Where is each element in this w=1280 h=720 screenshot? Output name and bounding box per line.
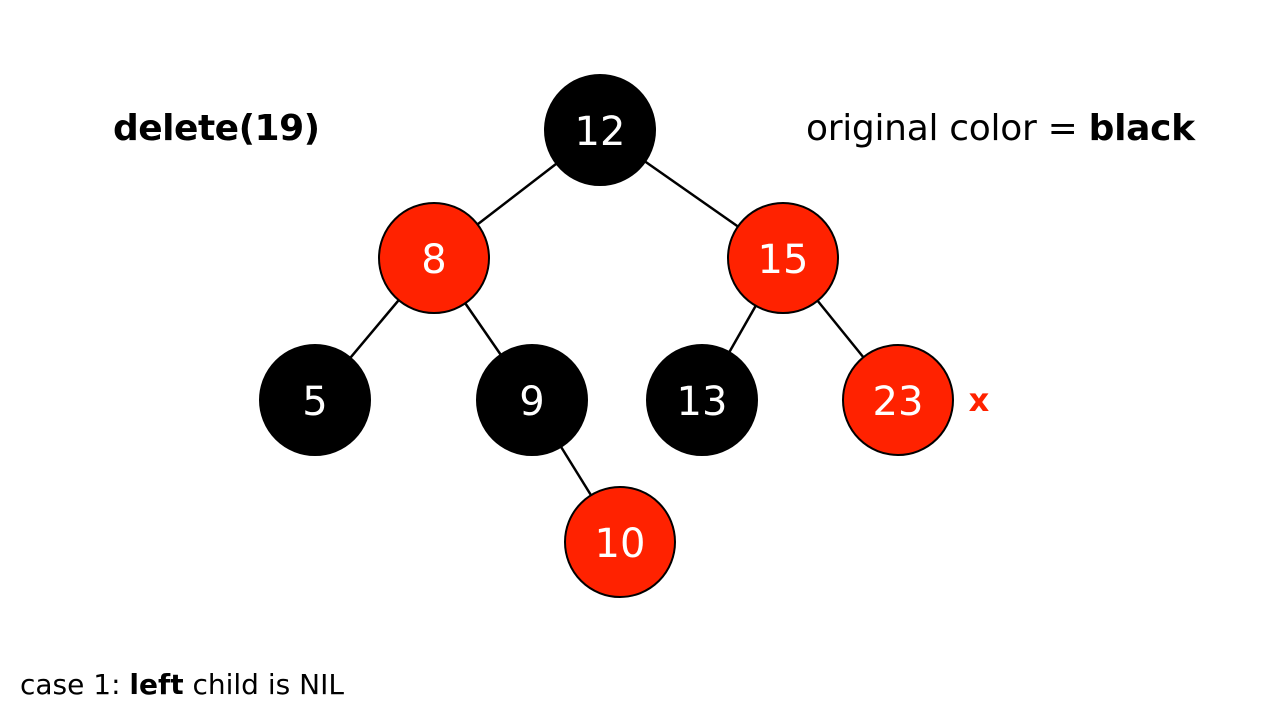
- node-circle-5: [259, 344, 371, 456]
- node-circle-13: [646, 344, 758, 456]
- tree-node-12: 12: [544, 74, 656, 186]
- tree-edge-15-13: [728, 305, 757, 353]
- node-label-23: 23: [873, 379, 924, 425]
- tree-edge-12-15: [644, 160, 739, 228]
- case-prefix: case 1:: [20, 668, 130, 701]
- tree-edge-9-10: [559, 446, 593, 496]
- case-bold-word: left: [129, 668, 184, 701]
- tree-node-23: 23: [842, 344, 954, 456]
- node-label-9: 9: [519, 379, 544, 425]
- node-marker-x: x: [969, 381, 990, 419]
- case-description: case 1: left child is NIL: [20, 668, 344, 701]
- node-circle-23: [842, 344, 954, 456]
- tree-node-13: 13: [646, 344, 758, 456]
- tree-edge-8-5: [349, 299, 400, 359]
- tree-nodes: 12 8 15 5 9 13 23 10: [259, 74, 954, 598]
- tree-node-15: 15: [727, 202, 839, 314]
- case-suffix: child is NIL: [183, 668, 344, 701]
- original-color-label: original color = black: [806, 108, 1195, 149]
- node-label-8: 8: [421, 237, 446, 283]
- node-circle-10: [564, 486, 676, 598]
- node-label-15: 15: [758, 237, 809, 283]
- tree-node-5: 5: [259, 344, 371, 456]
- tree-edges: [349, 160, 865, 496]
- original-color-value: black: [1088, 108, 1195, 149]
- node-label-12: 12: [575, 109, 626, 155]
- tree-edge-8-9: [464, 302, 502, 356]
- tree-node-9: 9: [476, 344, 588, 456]
- tree-edge-15-23: [816, 299, 865, 359]
- tree-edge-12-8: [476, 162, 558, 226]
- node-label-13: 13: [677, 379, 728, 425]
- tree-node-10: 10: [564, 486, 676, 598]
- node-circle-8: [378, 202, 490, 314]
- node-circle-9: [476, 344, 588, 456]
- operation-title: delete(19): [113, 108, 320, 149]
- tree-node-8: 8: [378, 202, 490, 314]
- original-color-prefix: original color =: [806, 108, 1089, 149]
- node-circle-12: [544, 74, 656, 186]
- node-circle-15: [727, 202, 839, 314]
- node-label-5: 5: [302, 379, 327, 425]
- node-label-10: 10: [595, 521, 646, 567]
